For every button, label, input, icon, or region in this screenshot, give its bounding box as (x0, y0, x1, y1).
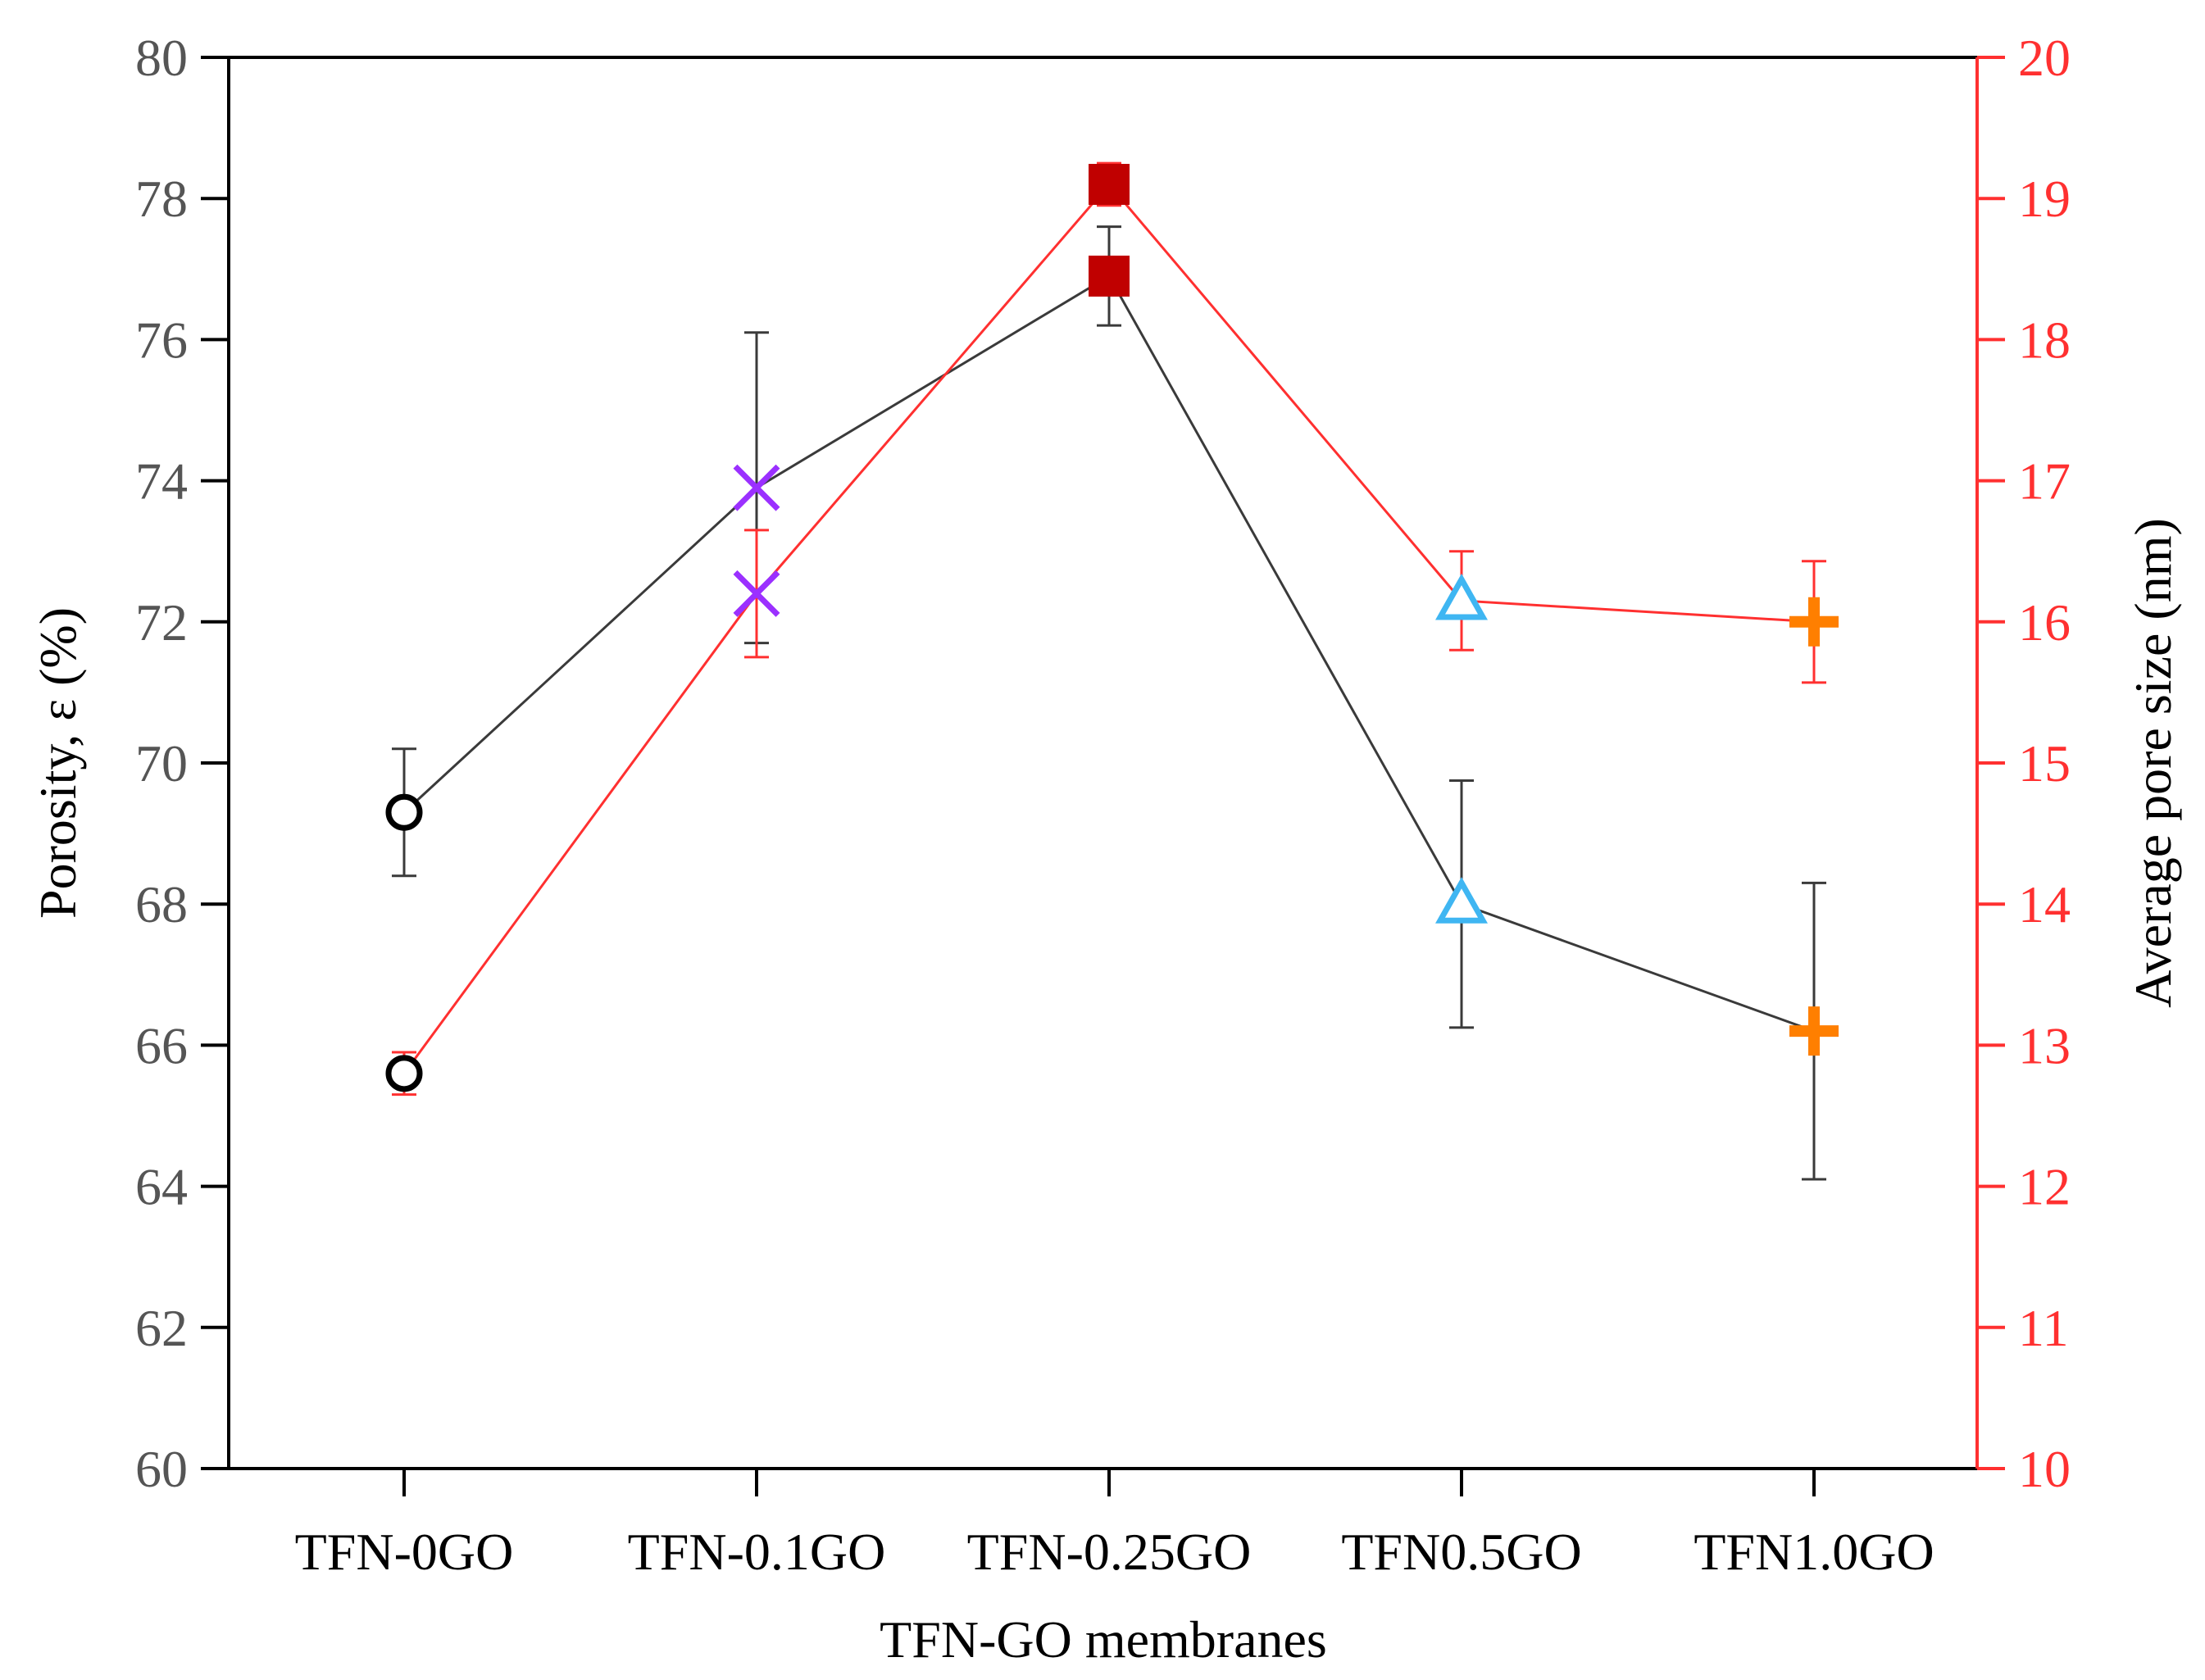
data-point (1435, 573, 1488, 620)
y-left-tick-label: 74 (135, 452, 188, 511)
x-axis-title: TFN-GO membranes (880, 1610, 1327, 1669)
y-left-tick-label: 60 (135, 1440, 188, 1498)
y-left-tick-label: 72 (135, 593, 188, 652)
y-left-tick-label: 66 (135, 1016, 188, 1074)
y-left-tick-label: 80 (135, 29, 188, 87)
series-line (402, 274, 1815, 1033)
data-point (733, 570, 780, 617)
y-left-tick-label: 76 (135, 311, 188, 369)
y-right-tick-label: 14 (2018, 875, 2071, 933)
y-right-tick-label: 16 (2018, 593, 2071, 652)
markers-porosity (385, 255, 1839, 1056)
labels: 60 62 64 66 68 70 72 74 76 78 80 10 11 12 13 14 15 16 17 18… (29, 29, 2182, 1669)
y-left-tick-label: 68 (135, 875, 188, 933)
data-point (733, 464, 780, 511)
series-layer (385, 161, 1839, 1181)
x-tick-label: TFN0.5GO (1341, 1523, 1581, 1581)
y-left-tick-label: 78 (135, 170, 188, 228)
data-point (1089, 163, 1130, 205)
y-right-tick-label: 12 (2018, 1158, 2071, 1216)
data-point (1789, 1006, 1839, 1056)
data-point (1789, 597, 1839, 647)
y-right-tick-label: 15 (2018, 734, 2071, 792)
y-left-tick-label: 64 (135, 1158, 188, 1216)
axes (201, 56, 2005, 1496)
y-axis-right-title: Average pore size (nm) (2124, 518, 2182, 1008)
data-point (385, 1055, 423, 1092)
y-right-tick-label: 20 (2018, 29, 2071, 87)
x-tick-label: TFN-0.1GO (628, 1523, 886, 1581)
y-right-tick-label: 11 (2018, 1299, 2069, 1357)
x-tick-label: TFN1.0GO (1694, 1523, 1934, 1581)
series-porosity (392, 225, 1826, 1181)
y-right-tick-label: 17 (2018, 452, 2071, 511)
data-point (1435, 877, 1488, 924)
y-axis-left-title: Porosity, ε (%) (29, 607, 87, 919)
markers-average-pore-size (385, 163, 1839, 1092)
y-right-tick-label: 10 (2018, 1440, 2071, 1498)
y-left-tick-label: 62 (135, 1299, 188, 1357)
x-tick-label: TFN-0GO (295, 1523, 514, 1581)
y-right-tick-label: 13 (2018, 1016, 2071, 1074)
y-right-tick-label: 18 (2018, 311, 2071, 369)
y-left-tick-label: 70 (135, 734, 188, 792)
x-tick-label: TFN-0.25GO (967, 1523, 1252, 1581)
data-point (385, 793, 423, 831)
y-right-tick-label: 19 (2018, 170, 2071, 228)
data-point (1089, 255, 1130, 297)
